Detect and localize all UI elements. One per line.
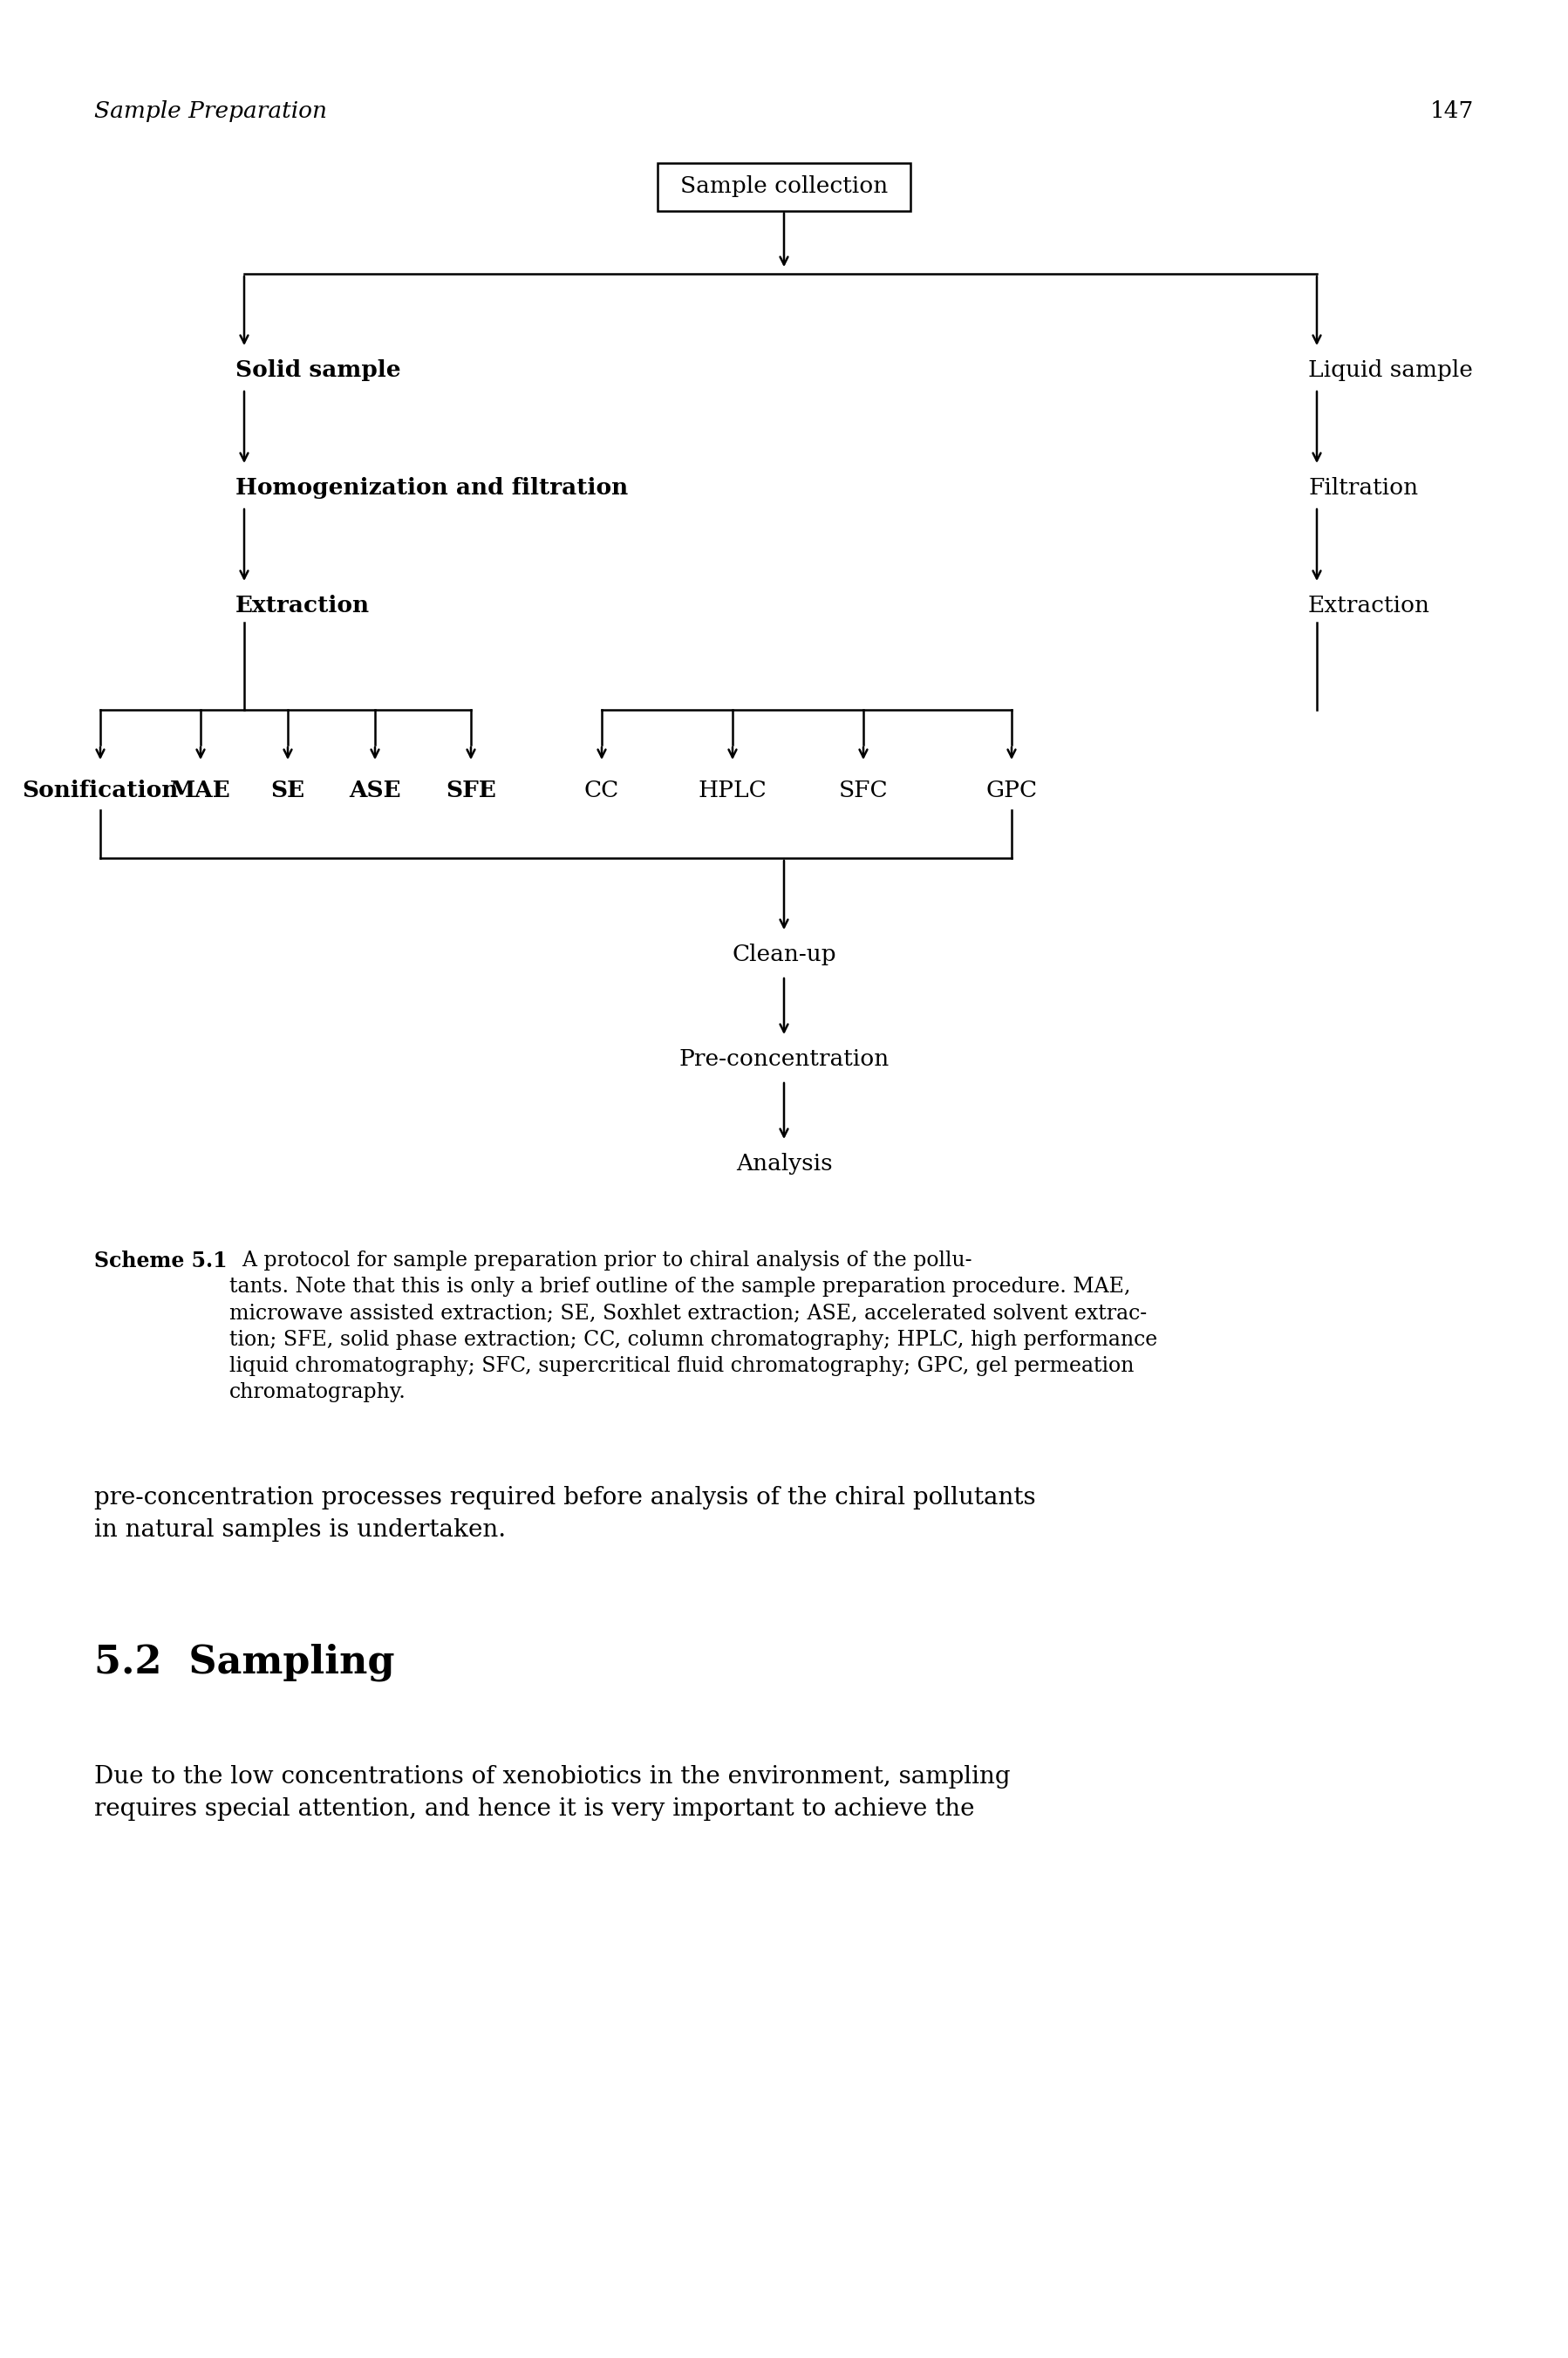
Text: ASE: ASE bbox=[350, 780, 401, 802]
Text: Extraction: Extraction bbox=[1308, 594, 1430, 615]
Text: Solid sample: Solid sample bbox=[235, 358, 401, 382]
Text: Sample collection: Sample collection bbox=[681, 177, 887, 198]
Text: Filtration: Filtration bbox=[1308, 476, 1417, 500]
Text: Sample Preparation: Sample Preparation bbox=[94, 101, 328, 123]
Text: Due to the low concentrations of xenobiotics in the environment, sampling
requir: Due to the low concentrations of xenobio… bbox=[94, 1766, 1010, 1820]
Text: MAE: MAE bbox=[171, 780, 230, 802]
Bar bbox=[657, 163, 911, 210]
Text: HPLC: HPLC bbox=[698, 780, 767, 802]
Text: Scheme 5.1: Scheme 5.1 bbox=[94, 1250, 227, 1271]
Text: A protocol for sample preparation prior to chiral analysis of the pollu-
tants. : A protocol for sample preparation prior … bbox=[229, 1250, 1157, 1403]
Text: SFE: SFE bbox=[445, 780, 495, 802]
Text: pre-concentration processes required before analysis of the chiral pollutants
in: pre-concentration processes required bef… bbox=[94, 1486, 1036, 1542]
Text: Sonification: Sonification bbox=[22, 780, 179, 802]
Text: Homogenization and filtration: Homogenization and filtration bbox=[235, 476, 629, 500]
Text: CC: CC bbox=[585, 780, 619, 802]
Text: 147: 147 bbox=[1430, 101, 1474, 123]
Text: SE: SE bbox=[271, 780, 304, 802]
Text: SFC: SFC bbox=[839, 780, 887, 802]
Text: 5.2  Sampling: 5.2 Sampling bbox=[94, 1644, 395, 1681]
Text: Clean-up: Clean-up bbox=[732, 943, 836, 964]
Text: Pre-concentration: Pre-concentration bbox=[679, 1049, 889, 1071]
Text: Extraction: Extraction bbox=[235, 594, 370, 615]
Text: Analysis: Analysis bbox=[735, 1153, 833, 1174]
Text: GPC: GPC bbox=[986, 780, 1038, 802]
Text: Liquid sample: Liquid sample bbox=[1308, 358, 1472, 382]
